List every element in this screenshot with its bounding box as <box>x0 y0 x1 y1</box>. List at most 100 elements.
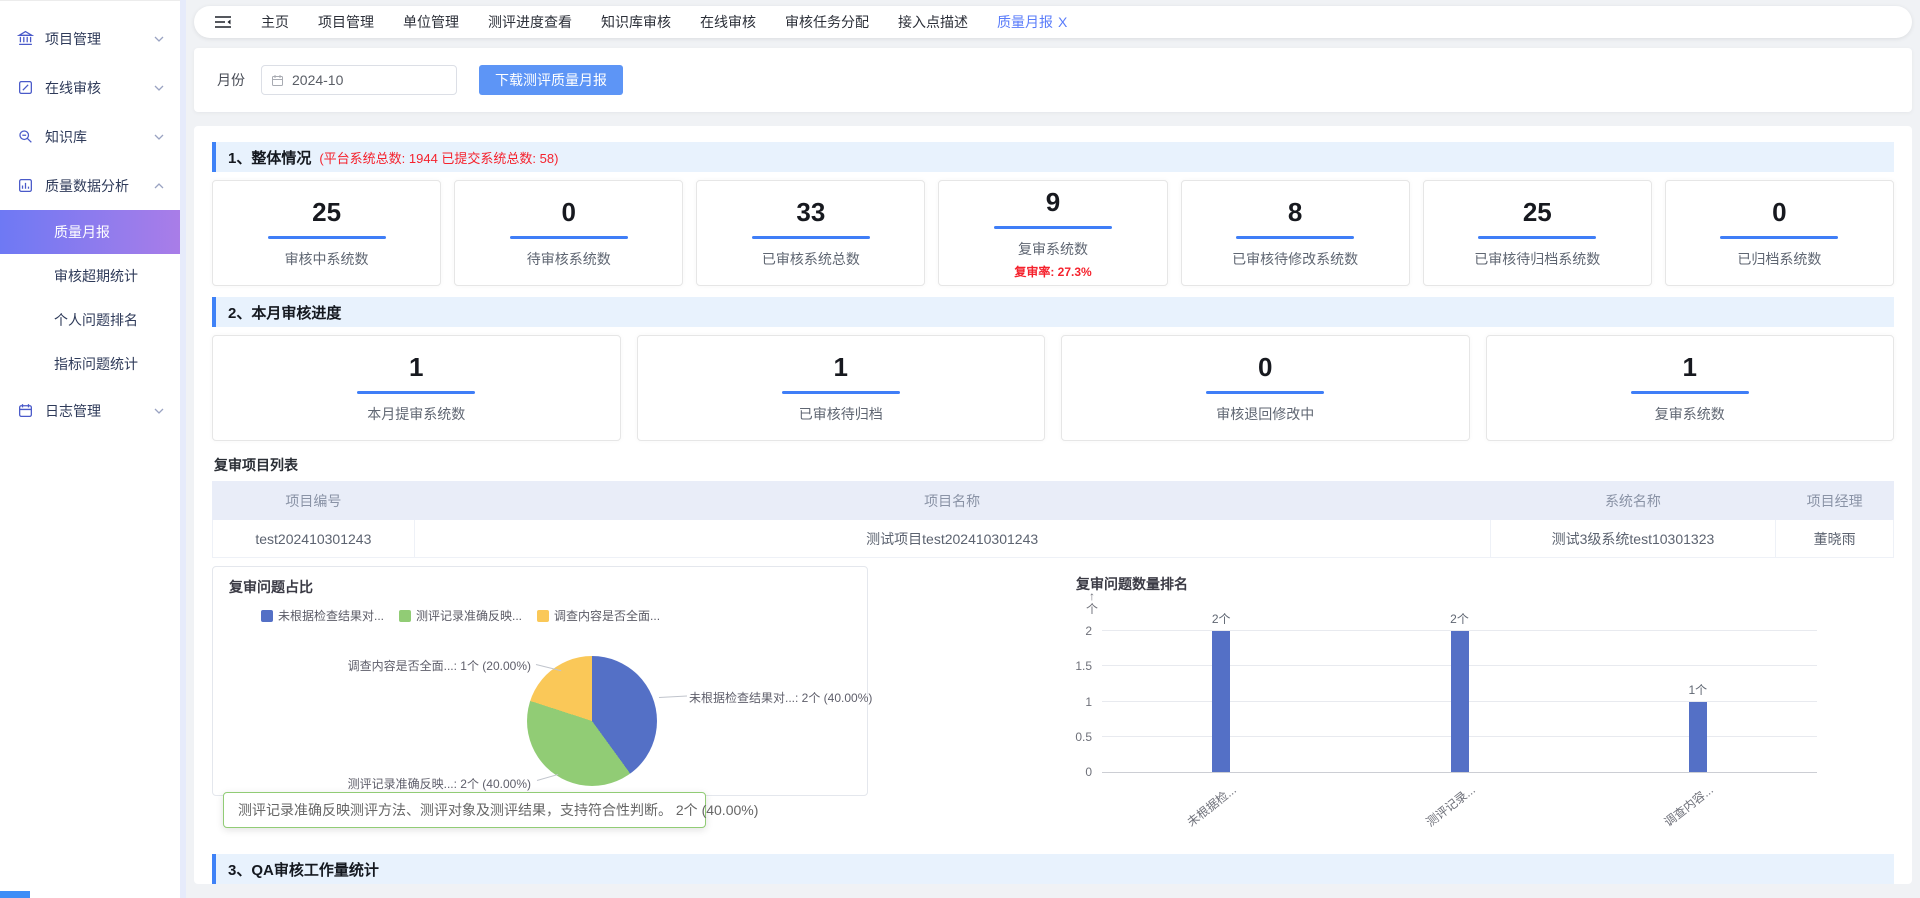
category-label: 测评记录... <box>1422 781 1478 830</box>
bar[interactable] <box>1689 702 1707 773</box>
overview-cards-row: 25 审核中系统数 0 待审核系统数 33 已审核系统总数 9 <box>212 180 1894 286</box>
stat-underline <box>994 226 1112 229</box>
sidebar-subitem-quality-monthly-report[interactable]: 质量月报 <box>0 210 180 254</box>
stat-underline <box>1478 236 1596 239</box>
download-report-button[interactable]: 下载测评质量月报 <box>479 65 623 95</box>
nav-tab-unit-management[interactable]: 单位管理 <box>403 12 459 32</box>
sidebar-submenu: 质量月报 审核超期统计 个人问题排名 指标问题统计 <box>0 210 180 386</box>
nav-tab-knowledge-review[interactable]: 知识库审核 <box>601 12 671 32</box>
edit-icon <box>17 79 34 96</box>
report-content: 1、整体情况 (平台系统总数: 1944 已提交系统总数: 58) 25 审核中… <box>194 126 1912 884</box>
legend-label: 测评记录准确反映... <box>416 607 522 624</box>
stat-label: 已归档系统数 <box>1737 249 1821 269</box>
charts-row: 复审问题占比 未根据检查结果对... 测评记录准确反映... 调查内容是否全面.… <box>212 566 1894 854</box>
legend-item[interactable]: 调查内容是否全面... <box>537 607 660 624</box>
sidebar-subitem-review-overdue-stats[interactable]: 审核超期统计 <box>0 254 180 298</box>
stat-value: 1 <box>409 352 423 383</box>
stat-card-in-review: 25 审核中系统数 <box>212 180 441 286</box>
y-tick-label: 1 <box>1085 695 1092 709</box>
stat-value: 9 <box>1046 187 1060 218</box>
nav-tab-home[interactable]: 主页 <box>261 12 289 32</box>
stat-card-reviewed-total: 33 已审核系统总数 <box>696 180 925 286</box>
stat-value: 25 <box>312 197 341 228</box>
stat-card-monthly-submitted: 1 本月提审系统数 <box>212 335 621 441</box>
menu-fold-icon[interactable] <box>214 15 232 29</box>
re-review-issue-pie-panel: 复审问题占比 未根据检查结果对... 测评记录准确反映... 调查内容是否全面.… <box>212 566 868 796</box>
stat-label: 审核退回修改中 <box>1216 404 1314 424</box>
stat-card-archived: 0 已归档系统数 <box>1665 180 1894 286</box>
stat-value: 25 <box>1523 197 1552 228</box>
stat-card-pending-review: 0 待审核系统数 <box>454 180 683 286</box>
re-review-issue-bar-panel: 复审问题数量排名 ↑个 00.511.522个未根据检...2个测评记录...1… <box>1056 566 1900 826</box>
sidebar-subitem-personal-issue-ranking[interactable]: 个人问题排名 <box>0 298 180 342</box>
sidebar-item-label: 项目管理 <box>45 29 154 49</box>
bar[interactable] <box>1212 631 1230 772</box>
nav-tab-quality-monthly-report[interactable]: 质量月报X <box>997 12 1067 32</box>
section-header-overall: 1、整体情况 (平台系统总数: 1944 已提交系统总数: 58) <box>212 142 1894 172</box>
chart-doc-icon <box>17 177 34 194</box>
y-tick-label: 2 <box>1085 624 1092 638</box>
legend-item[interactable]: 未根据检查结果对... <box>261 607 384 624</box>
stat-value: 0 <box>561 197 575 228</box>
calendar-icon <box>17 402 34 419</box>
category-label: 未根据检... <box>1183 781 1239 830</box>
pie-label-line <box>537 774 558 781</box>
topnav: 主页 项目管理 单位管理 测评进度查看 知识库审核 在线审核 审核任务分配 接入… <box>194 6 1912 38</box>
month-input[interactable] <box>292 72 422 88</box>
stat-label: 已审核待归档系统数 <box>1474 249 1600 269</box>
table-row[interactable]: test202410301243 测试项目test202410301243 测试… <box>213 520 1894 558</box>
chevron-down-icon <box>154 408 164 414</box>
calendar-icon <box>271 74 284 87</box>
sidebar-item-online-review[interactable]: 在线审核 <box>0 63 180 112</box>
stat-label: 已审核待归档 <box>799 404 883 424</box>
stat-underline <box>1631 391 1749 394</box>
nav-tab-review-task-assignment[interactable]: 审核任务分配 <box>785 12 869 32</box>
stat-card-monthly-re-review: 1 复审系统数 <box>1486 335 1895 441</box>
month-filter-label: 月份 <box>217 70 245 90</box>
pie-label-line <box>659 696 687 698</box>
stat-value: 33 <box>796 197 825 228</box>
stat-card-re-review: 9 复审系统数 复审率: 27.3% <box>938 180 1167 286</box>
filter-bar: 月份 下载测评质量月报 <box>194 48 1912 112</box>
review-table-title: 复审项目列表 <box>214 455 1894 475</box>
nav-tab-access-point-description[interactable]: 接入点描述 <box>898 12 968 32</box>
col-project-id: 项目编号 <box>213 482 415 520</box>
chevron-down-icon <box>154 36 164 42</box>
nav-tab-online-review[interactable]: 在线审核 <box>700 12 756 32</box>
pie-label-survey-coverage: 调查内容是否全面...: 1个 (20.00%) <box>348 657 531 674</box>
bar[interactable] <box>1451 631 1469 772</box>
sidebar-item-knowledge-base[interactable]: 知识库 <box>0 112 180 161</box>
bar-value-label: 2个 <box>1212 610 1231 627</box>
legend-label: 未根据检查结果对... <box>278 607 384 624</box>
bottom-left-accent <box>0 891 30 898</box>
stat-card-pending-modify: 8 已审核待修改系统数 <box>1181 180 1410 286</box>
stat-value: 0 <box>1772 197 1786 228</box>
stat-card-pending-archive: 25 已审核待归档系统数 <box>1423 180 1652 286</box>
chevron-up-icon <box>154 183 164 189</box>
stat-value: 1 <box>1683 352 1697 383</box>
cell-system-name: 测试3级系统test10301323 <box>1490 520 1776 558</box>
stat-underline <box>1720 236 1838 239</box>
sidebar-subitem-indicator-issue-stats[interactable]: 指标问题统计 <box>0 342 180 386</box>
sidebar-item-log-management[interactable]: 日志管理 <box>0 386 180 435</box>
pie-chart[interactable] <box>527 656 657 786</box>
legend-item[interactable]: 测评记录准确反映... <box>399 607 522 624</box>
sidebar-item-project-management[interactable]: 项目管理 <box>0 14 180 63</box>
review-project-table: 项目编号 项目名称 系统名称 项目经理 test202410301243 测试项… <box>212 481 1894 558</box>
legend-label: 调查内容是否全面... <box>554 607 660 624</box>
bar-value-label: 2个 <box>1450 610 1469 627</box>
pie-hover-tooltip: 测评记录准确反映测评方法、测评对象及测评结果，支持符合性判断。 2个 (40.0… <box>223 792 706 828</box>
nav-tab-evaluation-progress[interactable]: 测评进度查看 <box>488 12 572 32</box>
stat-label: 待审核系统数 <box>527 249 611 269</box>
legend-marker <box>537 610 549 622</box>
nav-tab-project-management[interactable]: 项目管理 <box>318 12 374 32</box>
pie-legend: 未根据检查结果对... 测评记录准确反映... 调查内容是否全面... <box>261 607 660 624</box>
chevron-down-icon <box>154 85 164 91</box>
sidebar-item-quality-data-analysis[interactable]: 质量数据分析 <box>0 161 180 210</box>
col-project-manager: 项目经理 <box>1776 482 1894 520</box>
category-label: 调查内容... <box>1660 781 1716 830</box>
axis-arrow-icon: ↑ <box>1089 589 1095 603</box>
stat-underline <box>782 391 900 394</box>
month-picker[interactable] <box>261 65 457 95</box>
close-tab-icon[interactable]: X <box>1058 14 1067 30</box>
